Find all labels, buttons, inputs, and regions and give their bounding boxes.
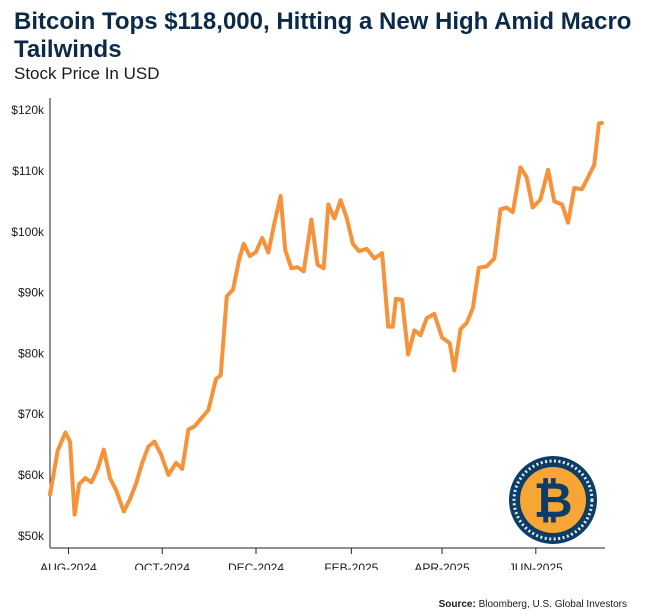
coin-face-circle — [520, 467, 586, 533]
y-axis-labels: $50k $60k $70k $80k $90k $100k $110k $120k — [11, 103, 45, 543]
y-tick-label: $120k — [11, 103, 45, 117]
source-text: Bloomberg, U.S. Global Investors — [478, 599, 627, 610]
y-tick-label: $60k — [18, 468, 45, 482]
price-line — [48, 120, 604, 517]
x-axis-ticks — [67, 548, 537, 554]
y-tick-label: $50k — [18, 529, 45, 543]
x-tick-label: JUN-2025 — [509, 561, 563, 570]
bitcoin-symbol-icon: ₿ — [533, 475, 572, 528]
y-tick-label: $90k — [18, 286, 45, 300]
x-tick-label: OCT-2024 — [135, 561, 191, 570]
line-chart: $50k $60k $70k $80k $90k $100k $110k $120k AUG-… — [11, 98, 605, 570]
x-tick-label: AUG-2024 — [40, 561, 97, 570]
y-tick-label: $80k — [18, 346, 45, 360]
y-tick-label: $110k — [12, 164, 45, 178]
y-tick-label: $100k — [11, 225, 45, 239]
x-tick-label: DEC-2024 — [228, 561, 284, 570]
chart-title: Bitcoin Tops $118,000, Hitting a New Hig… — [14, 8, 632, 63]
coin-ring-circle — [512, 459, 594, 541]
chart-subtitle: Stock Price In USD — [14, 64, 160, 83]
source-label: Source: — [438, 599, 476, 610]
x-axis-labels: AUG-2024 OCT-2024 DEC-2024 FEB-2025 APR-2025… — [40, 561, 563, 570]
bitcoin-logo-icon: ₿ — [509, 456, 597, 544]
x-tick-label: FEB-2025 — [324, 561, 378, 570]
x-tick-label: APR-2025 — [414, 561, 470, 570]
y-tick-label: $70k — [18, 407, 45, 421]
source-note: Source: Bloomberg, U.S. Global Investors — [439, 599, 627, 610]
